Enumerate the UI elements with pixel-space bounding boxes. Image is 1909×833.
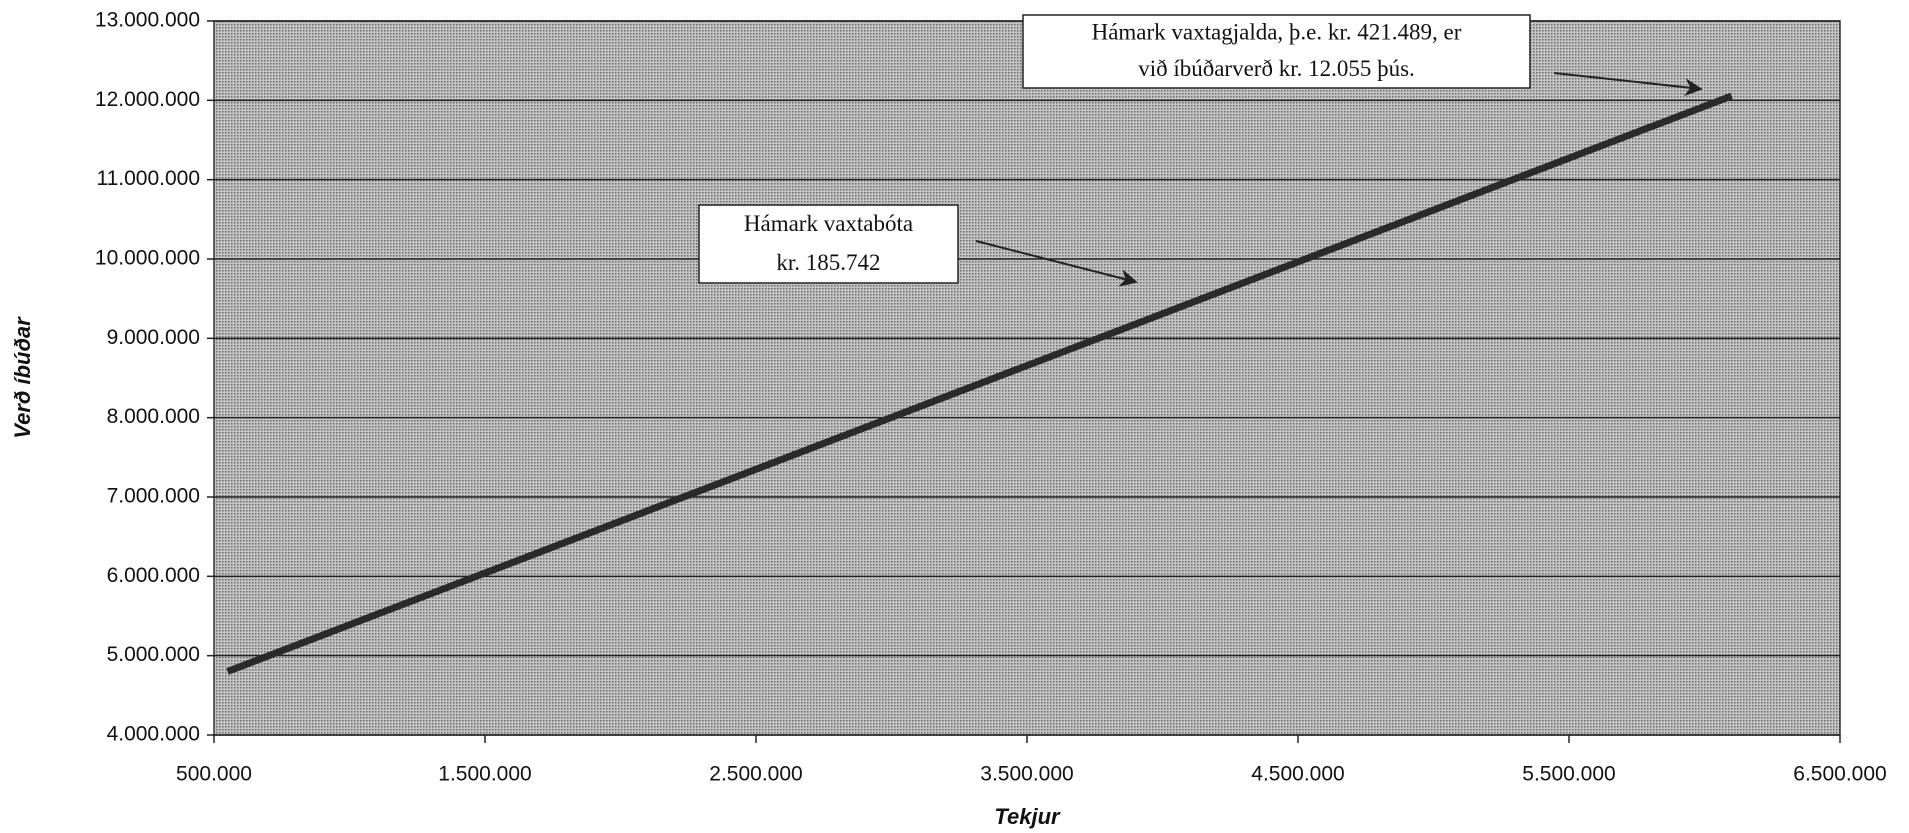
y-tick-label: 9.000.000	[107, 326, 200, 349]
y-tick-label: 11.000.000	[96, 167, 200, 190]
annotation-box	[1022, 14, 1531, 89]
x-tick-label: 2.500.000	[709, 763, 802, 786]
x-tick-label: 4.500.000	[1251, 763, 1344, 786]
x-tick-label: 5.500.000	[1522, 763, 1615, 786]
annotation-text: Hámark vaxtabóta	[744, 211, 913, 236]
annotation-arrow	[975, 240, 1138, 287]
annotation-arrow	[1553, 72, 1703, 97]
x-tick-label: 6.500.000	[1793, 763, 1886, 786]
y-tick-label: 5.000.000	[107, 643, 200, 666]
annotation-text: Hámark vaxtagjalda, þ.e. kr. 421.489, er	[1092, 20, 1462, 45]
annotation-text: við íbúðarverð kr. 12.055 þús.	[1138, 56, 1415, 81]
y-tick-label: 6.000.000	[107, 564, 200, 587]
y-tick-label: 13.000.000	[95, 9, 200, 32]
plot-area	[213, 20, 1841, 736]
x-axis-title: Tekjur	[994, 804, 1061, 829]
x-tick-label: 1.500.000	[438, 763, 531, 786]
y-axis-title: Verð íbúðar	[10, 316, 35, 439]
y-tick-label: 7.000.000	[107, 485, 200, 508]
annotation-text: kr. 185.742	[776, 250, 880, 275]
x-tick-label: 500.000	[176, 763, 252, 786]
y-tick-label: 10.000.000	[95, 247, 200, 270]
y-tick-label: 4.000.000	[107, 723, 200, 746]
y-tick-label: 8.000.000	[107, 405, 200, 428]
y-tick-label: 12.000.000	[95, 88, 200, 111]
annotation-box	[698, 204, 959, 284]
data-line	[226, 92, 1733, 675]
x-tick-label: 3.500.000	[980, 763, 1073, 786]
